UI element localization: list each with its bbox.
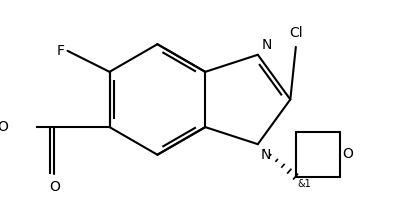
Text: F: F bbox=[57, 44, 65, 58]
Text: N: N bbox=[262, 38, 272, 52]
Text: O: O bbox=[49, 180, 60, 194]
Text: O: O bbox=[0, 120, 8, 134]
Text: N: N bbox=[260, 148, 271, 162]
Text: &1: &1 bbox=[298, 179, 312, 189]
Text: Cl: Cl bbox=[289, 26, 303, 40]
Text: O: O bbox=[343, 147, 353, 161]
